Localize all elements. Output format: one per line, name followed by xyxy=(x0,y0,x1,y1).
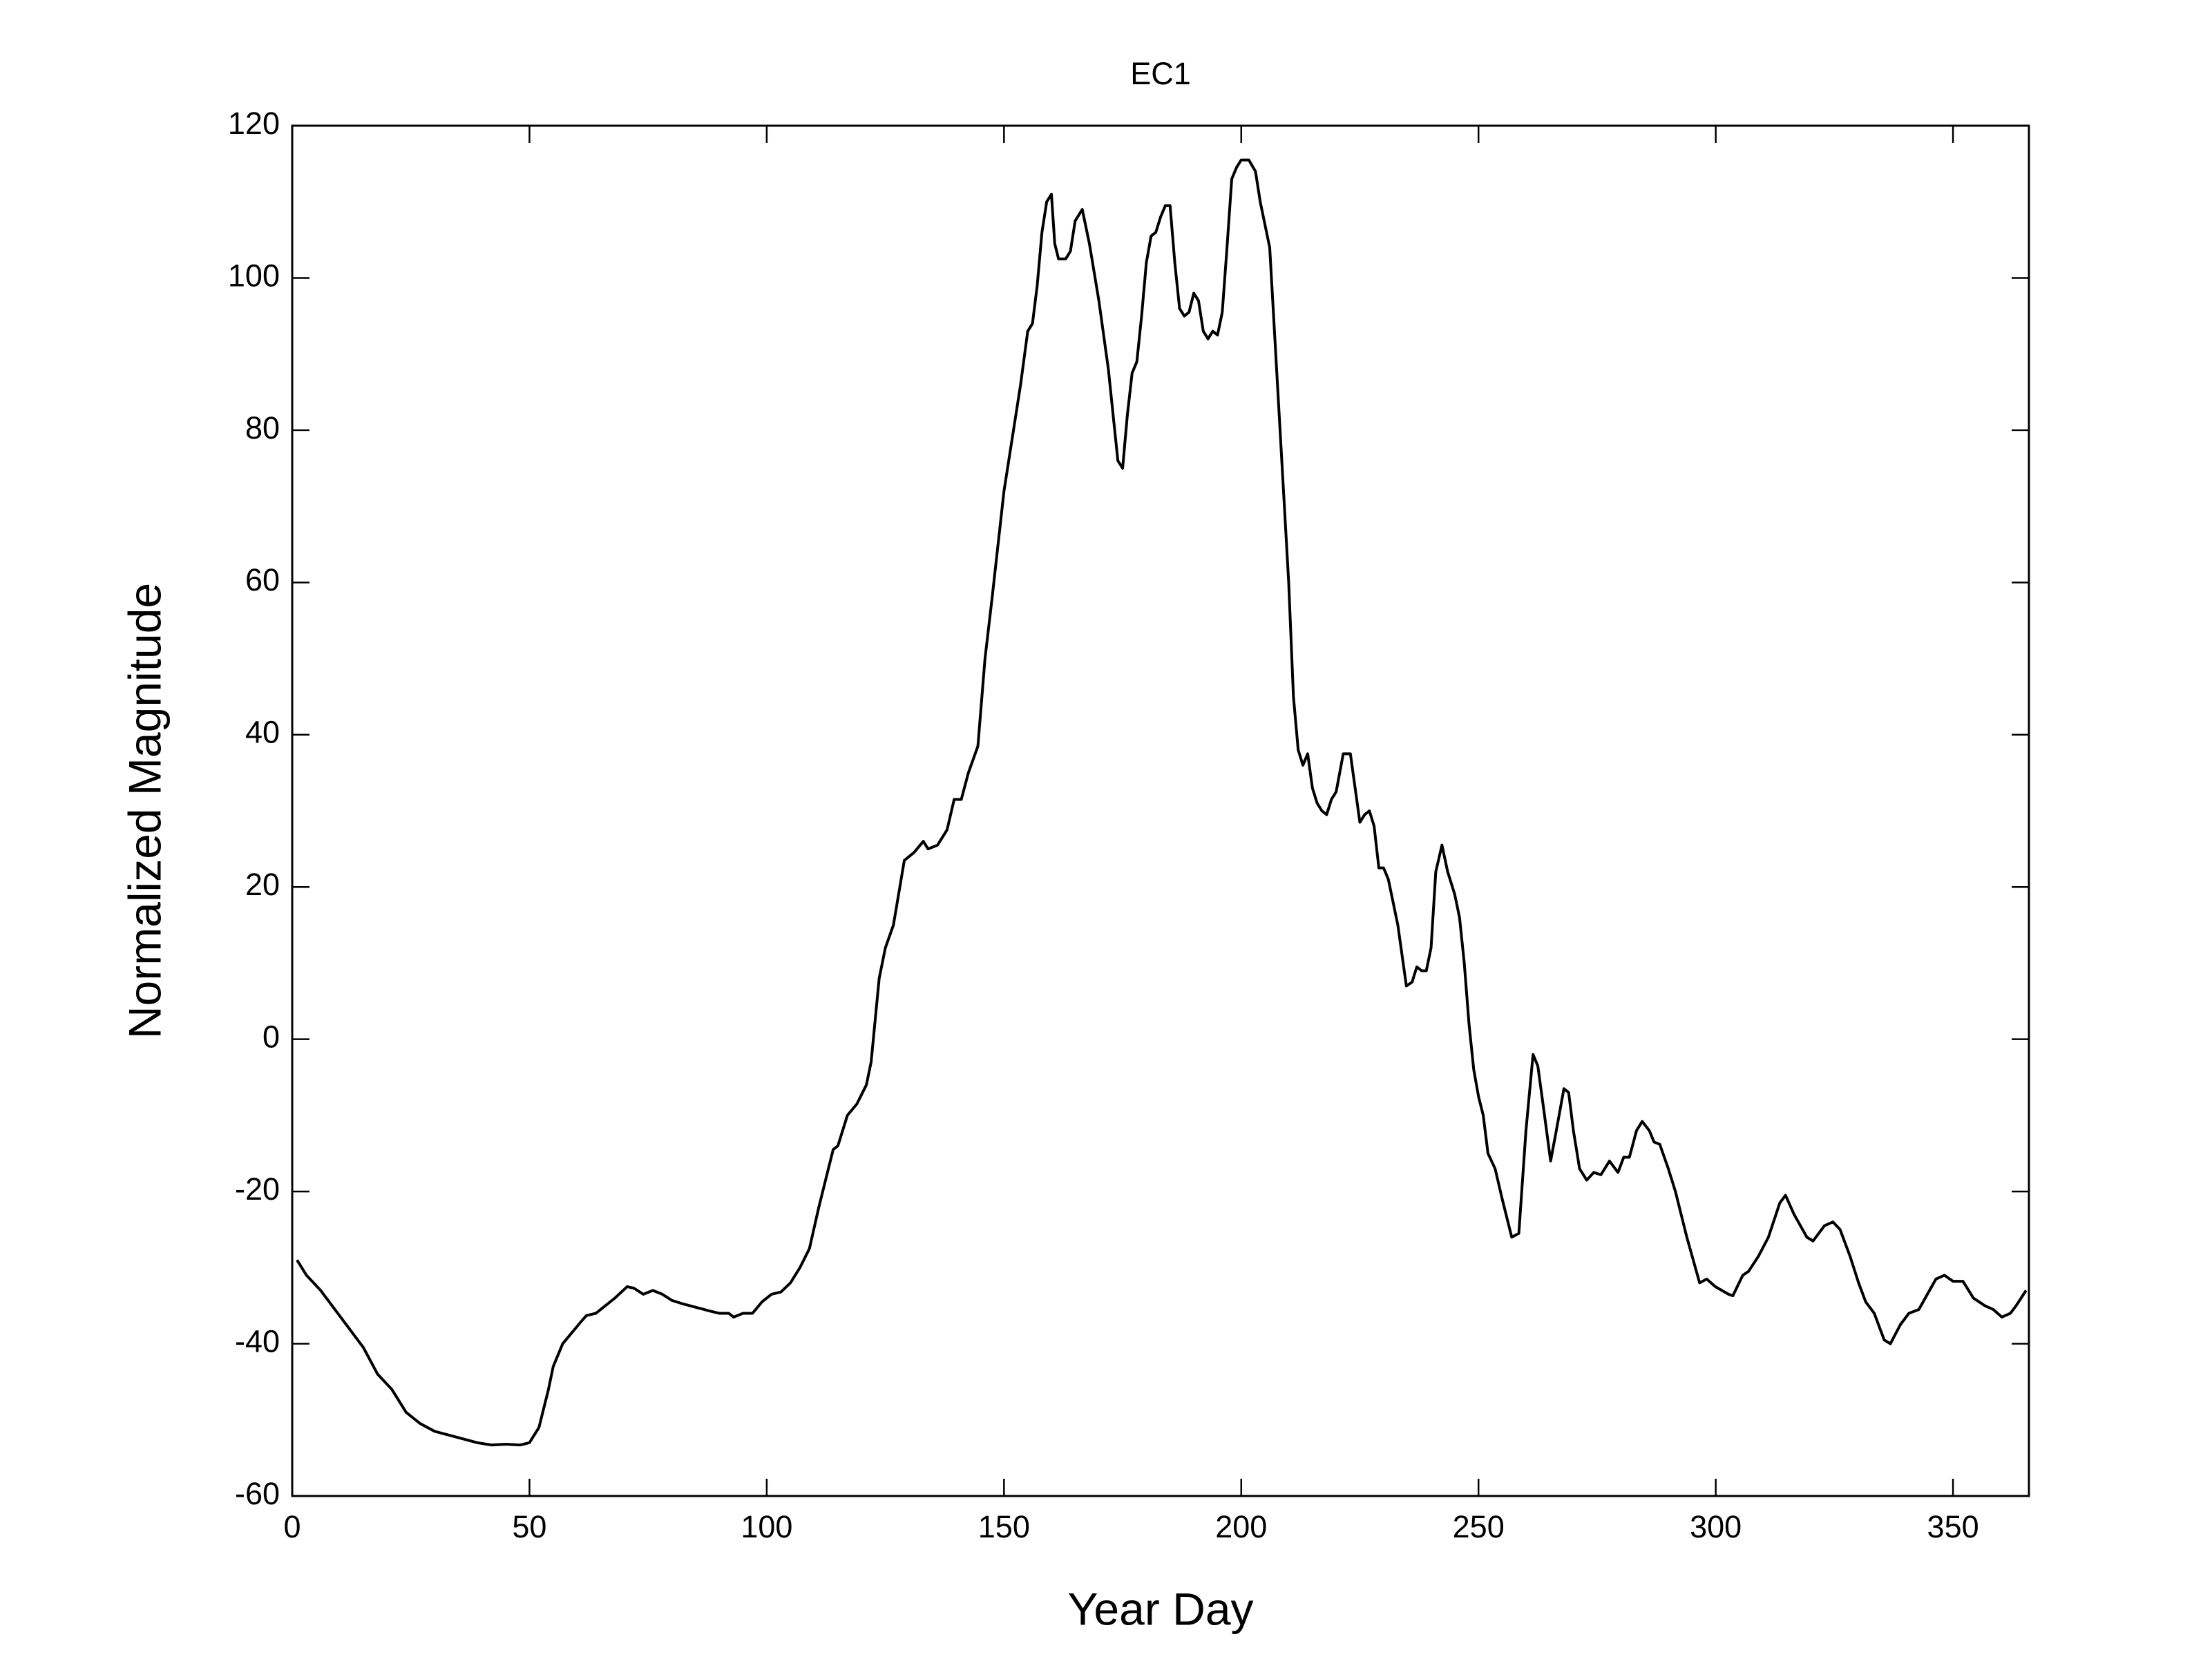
y-tick-label: -20 xyxy=(235,1171,280,1207)
y-tick-label: 60 xyxy=(245,562,280,597)
y-tick-label: 20 xyxy=(245,867,280,902)
x-axis-label: Year Day xyxy=(1067,1583,1253,1634)
x-tick-label: 50 xyxy=(512,1509,546,1544)
x-tick-label: 200 xyxy=(1215,1509,1267,1544)
y-axis-label: Normalized Magnitude xyxy=(119,583,170,1039)
x-tick-label: 100 xyxy=(741,1509,792,1544)
y-tick-label: -40 xyxy=(235,1323,280,1359)
data-line xyxy=(296,158,2028,1447)
y-tick-label: 0 xyxy=(263,1019,280,1055)
x-tick-label: 250 xyxy=(1453,1509,1505,1544)
x-tick-label: 350 xyxy=(1927,1509,1979,1544)
y-tick-label: 100 xyxy=(228,258,280,293)
y-tick-label: -60 xyxy=(235,1476,280,1511)
y-tick-label: 120 xyxy=(228,106,280,141)
y-tick-label: 80 xyxy=(245,410,280,445)
x-tick-label: 150 xyxy=(978,1509,1030,1544)
chart-title: EC1 xyxy=(1130,56,1191,91)
x-tick-label: 0 xyxy=(283,1509,301,1544)
y-tick-label: 40 xyxy=(245,715,280,750)
plot-frame xyxy=(291,124,2030,1497)
x-tick-label: 300 xyxy=(1690,1509,1742,1544)
